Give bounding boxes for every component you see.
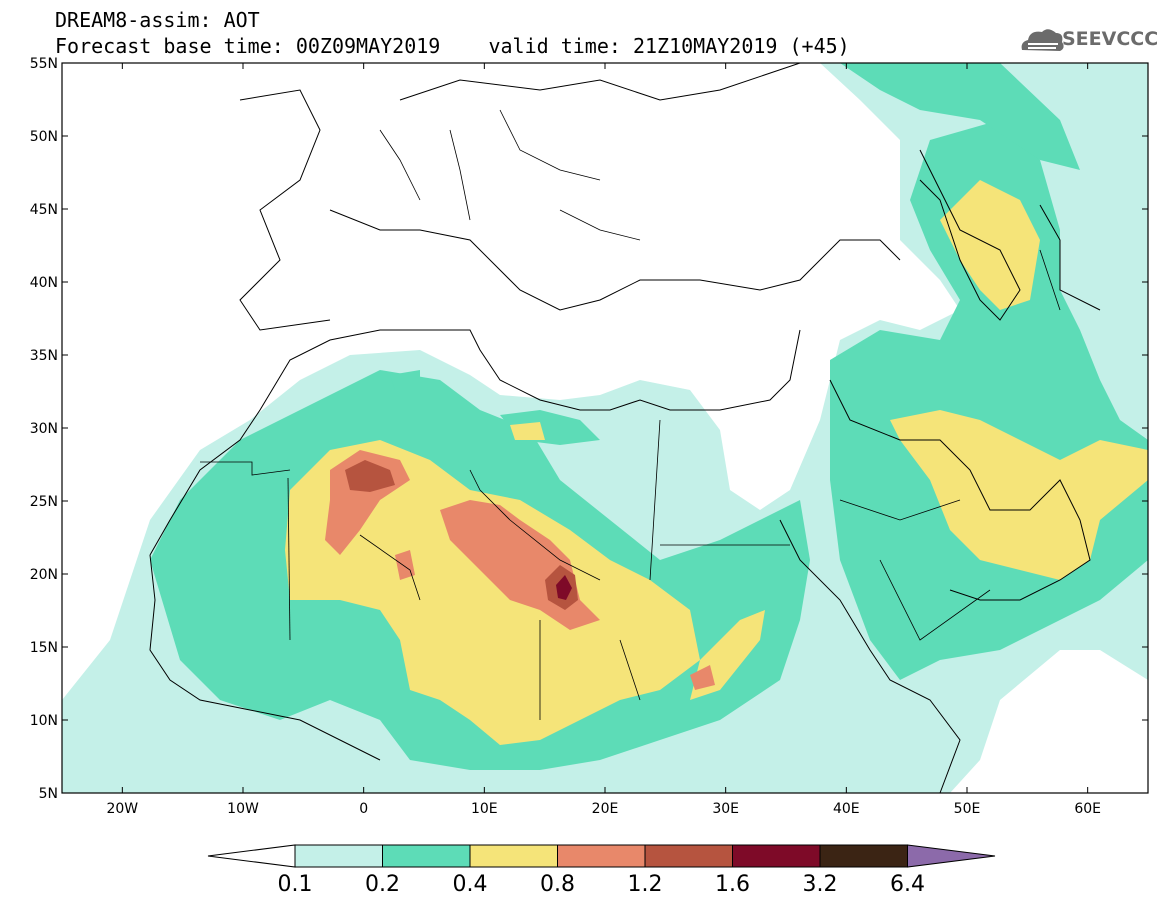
colorbar-segment <box>382 844 471 868</box>
map-title: DREAM8-assim: AOT <box>55 8 260 32</box>
lon-tick-label: 30E <box>712 801 739 817</box>
colorbar-label: 3.2 <box>803 872 838 897</box>
colorbar-min-arrow <box>207 844 296 868</box>
colorbar-label: 0.1 <box>278 872 313 897</box>
colorbar-segment <box>469 844 558 868</box>
cloud-icon <box>1021 29 1064 51</box>
colorbar-segment <box>644 844 733 868</box>
lat-tick-label: 55N <box>30 56 58 72</box>
lon-tick-label: 40E <box>833 801 860 817</box>
colorbar-segment <box>557 844 646 868</box>
colorbar-segment <box>732 844 821 868</box>
colorbar-label: 1.2 <box>628 872 663 897</box>
lat-tick-label: 40N <box>30 275 58 291</box>
lat-tick-label: 35N <box>30 348 58 364</box>
logo-text: SEEVCCC <box>1062 28 1159 50</box>
lat-tick-label: 50N <box>30 129 58 145</box>
colorbar-segment <box>819 844 908 868</box>
colorbar-segment <box>294 844 383 868</box>
country-borders <box>200 109 1061 720</box>
forecast-time-subtitle: Forecast base time: 00Z09MAY2019 valid t… <box>55 34 850 58</box>
colorbar-label: 0.4 <box>453 872 488 897</box>
colorbar-label: 1.6 <box>715 872 750 897</box>
lon-tick-label: 20E <box>592 801 619 817</box>
lat-tick-label: 5N <box>39 786 58 802</box>
lat-tick-label: 45N <box>30 202 58 218</box>
lon-tick-label: 20W <box>106 801 138 817</box>
lat-tick-label: 20N <box>30 567 58 583</box>
colorbar-max-arrow <box>907 844 996 868</box>
lon-tick-label: 60E <box>1074 801 1101 817</box>
colorbar-label: 6.4 <box>890 872 925 897</box>
lon-tick-label: 0 <box>359 801 368 817</box>
longitude-axis: 20W 10W 0 10E 20E 30E 40E 50E 60E <box>106 63 1101 817</box>
lat-tick-label: 15N <box>30 640 58 656</box>
latitude-axis: 55N 50N 45N 40N 35N 30N 25N 20N 15N 10N 5N <box>30 56 1148 802</box>
lon-tick-label: 10W <box>227 801 259 817</box>
aot-field <box>62 63 1148 793</box>
lat-tick-label: 10N <box>30 713 58 729</box>
colorbar: 0.1 0.2 0.4 0.8 1.2 1.6 3.2 6.4 <box>207 844 996 897</box>
colorbar-label: 0.2 <box>365 872 400 897</box>
lon-tick-label: 50E <box>954 801 981 817</box>
colorbar-label: 0.8 <box>540 872 575 897</box>
aot-level-1.6 <box>556 575 572 600</box>
lat-tick-label: 30N <box>30 421 58 437</box>
coastlines <box>149 63 1101 793</box>
lat-tick-label: 25N <box>30 494 58 510</box>
aot-level-0.4 <box>285 180 1148 745</box>
lon-tick-label: 10E <box>471 801 498 817</box>
